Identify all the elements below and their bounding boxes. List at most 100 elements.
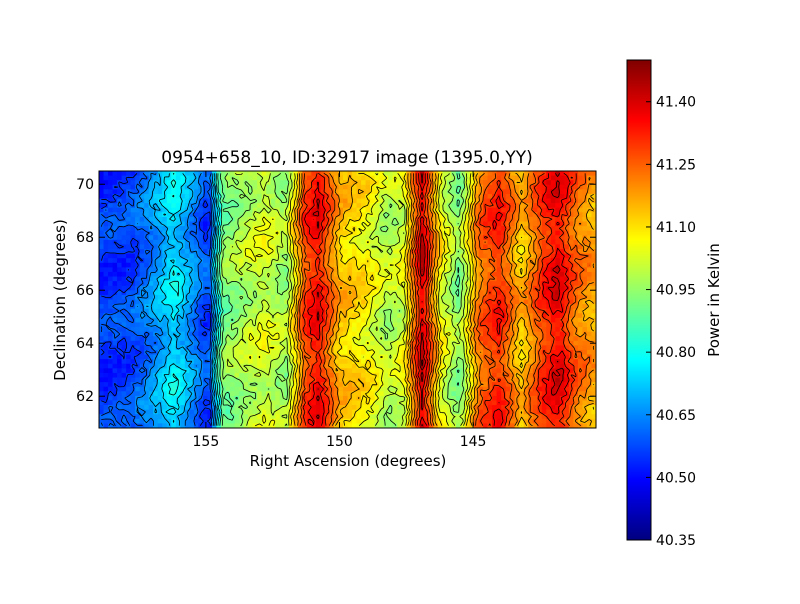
heatmap-cell (279, 359, 285, 365)
heatmap-cell (541, 249, 547, 255)
heatmap-cell (162, 331, 168, 337)
heatmap-cell (297, 336, 303, 342)
heatmap-cell (528, 372, 534, 379)
heatmap-cell (401, 308, 407, 314)
heatmap-cell (537, 203, 543, 209)
heatmap-cell (361, 294, 367, 301)
heatmap-cell (550, 285, 556, 291)
heatmap-cell (297, 290, 303, 296)
heatmap-cell (541, 372, 547, 379)
heatmap-cell (180, 253, 186, 259)
heatmap-cell (266, 207, 272, 213)
heatmap-cell (564, 276, 570, 282)
heatmap-cell (284, 212, 290, 218)
heatmap-cell (108, 212, 114, 218)
heatmap-cell (207, 281, 213, 287)
heatmap-cell (455, 336, 462, 342)
heatmap-cell (175, 304, 181, 310)
heatmap-cell (311, 281, 317, 287)
heatmap-cell (252, 349, 258, 356)
heatmap-cell (379, 235, 385, 241)
heatmap-cell (370, 189, 376, 195)
heatmap-cell (288, 184, 294, 190)
heatmap-cell (315, 308, 321, 314)
heatmap-cell (157, 354, 163, 360)
heatmap-cell (315, 331, 321, 337)
heatmap-cell (577, 267, 584, 273)
heatmap-cell (139, 285, 145, 291)
heatmap-cell (202, 276, 209, 282)
heatmap-cell (175, 345, 181, 351)
heatmap-cell (293, 377, 299, 383)
heatmap-cell (415, 322, 421, 328)
heatmap-cell (559, 285, 565, 291)
heatmap-cell (288, 363, 294, 369)
heatmap-cell (248, 235, 254, 241)
heatmap-cell (379, 331, 385, 337)
heatmap-cell (171, 235, 177, 241)
heatmap-cell (239, 322, 245, 328)
heatmap-cell (121, 359, 127, 365)
heatmap-cell (577, 184, 584, 190)
heatmap-cell (126, 345, 132, 351)
heatmap-cell (121, 336, 127, 342)
heatmap-cell (257, 171, 263, 177)
heatmap-cell (139, 230, 145, 236)
heatmap-cell (537, 230, 543, 236)
heatmap-cell (270, 368, 276, 374)
heatmap-cell (139, 349, 145, 356)
heatmap-cell (586, 363, 593, 369)
heatmap-cell (532, 322, 538, 328)
heatmap-cell (550, 354, 556, 360)
heatmap-cell (180, 239, 186, 246)
heatmap-cell (555, 327, 561, 333)
heatmap-cell (559, 340, 565, 346)
heatmap-cell (437, 180, 443, 186)
heatmap-cell (261, 290, 267, 296)
heatmap-cell (266, 271, 272, 278)
heatmap-cell (455, 331, 462, 337)
heatmap-cell (175, 235, 181, 241)
heatmap-cell (342, 368, 349, 374)
heatmap-cell (284, 207, 290, 213)
heatmap-cell (591, 290, 596, 296)
heatmap-cell (442, 244, 448, 250)
heatmap-cell (460, 203, 466, 209)
heatmap-cell (532, 336, 538, 342)
heatmap-cell (257, 281, 263, 287)
heatmap-cell (103, 171, 109, 177)
heatmap-cell (220, 308, 227, 314)
heatmap-cell (568, 230, 575, 236)
heatmap-cell (144, 349, 150, 356)
heatmap-cell (451, 299, 457, 305)
heatmap-cell (157, 363, 163, 369)
heatmap-cell (99, 184, 105, 190)
heatmap-cell (428, 299, 434, 305)
heatmap-cell (460, 345, 466, 351)
heatmap-cell (189, 340, 195, 346)
heatmap-cell (352, 253, 358, 259)
heatmap-cell (483, 226, 489, 232)
heatmap-cell (338, 363, 344, 369)
heatmap-cell (302, 226, 308, 232)
heatmap-cell (546, 180, 552, 186)
heatmap-cell (528, 221, 534, 227)
heatmap-cell (392, 271, 398, 278)
heatmap-cell (514, 299, 520, 305)
heatmap-cell (248, 203, 254, 209)
heatmap-cell (99, 281, 105, 287)
heatmap-cell (126, 239, 132, 246)
heatmap-cell (550, 184, 556, 190)
heatmap-cell (433, 331, 439, 337)
heatmap-cell (275, 244, 281, 250)
heatmap-cell (139, 354, 145, 360)
heatmap-cell (474, 304, 480, 310)
heatmap-cell (184, 317, 190, 324)
heatmap-cell (483, 327, 489, 333)
heatmap-cell (248, 180, 254, 186)
heatmap-cell (220, 230, 227, 236)
heatmap-cell (252, 354, 258, 360)
heatmap-cell (582, 253, 588, 259)
heatmap-cell (275, 221, 281, 227)
heatmap-cell (424, 368, 430, 374)
